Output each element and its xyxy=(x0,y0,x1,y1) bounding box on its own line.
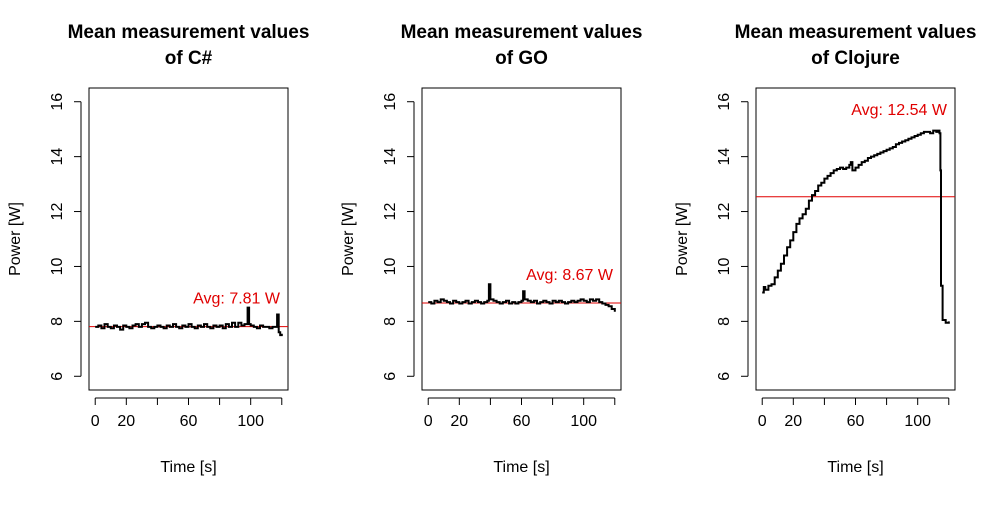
series-line-1 xyxy=(95,306,283,337)
chart-title-line: Mean measurement values xyxy=(735,22,977,43)
y-tick-label: 6 xyxy=(716,372,733,381)
y-tick-label: 14 xyxy=(49,148,66,166)
chart-panel-1: Mean measurement values of C# 0 20 60 100 6 8 10… xyxy=(7,22,309,476)
y-tick-label: 14 xyxy=(716,148,733,166)
y-axis-label: Power [W] xyxy=(674,202,691,276)
x-axis-label: Time [s] xyxy=(827,459,883,476)
y-tick-label: 16 xyxy=(382,93,399,111)
average-label: Avg: 8.67 W xyxy=(526,267,614,284)
x-axis-label: Time [s] xyxy=(160,459,216,476)
chart-panel-2: Mean measurement values of GO 0 20 60 100 6 8 10… xyxy=(340,22,642,476)
x-tick-label: 100 xyxy=(237,413,264,430)
y-axis-label: Power [W] xyxy=(7,202,24,276)
y-tick-label: 12 xyxy=(716,203,733,221)
y-tick-label: 10 xyxy=(49,257,66,275)
x-tick-label: 0 xyxy=(424,413,433,430)
y-axis-label: Power [W] xyxy=(340,202,357,276)
x-tick-label: 60 xyxy=(180,413,198,430)
average-label: Avg: 12.54 W xyxy=(851,102,948,119)
series-line-1 xyxy=(762,129,950,324)
chart-title-line: Mean measurement values xyxy=(401,22,643,43)
chart-title-line: Mean measurement values xyxy=(68,22,310,43)
y-tick-label: 12 xyxy=(49,203,66,221)
y-tick-label: 8 xyxy=(716,317,733,326)
x-axis-label: Time [s] xyxy=(493,459,549,476)
x-tick-label: 60 xyxy=(847,413,865,430)
series-line-1 xyxy=(428,283,616,312)
x-tick-label: 20 xyxy=(784,413,802,430)
y-tick-label: 8 xyxy=(382,317,399,326)
x-tick-label: 0 xyxy=(91,413,100,430)
plot-frame xyxy=(421,87,622,391)
y-tick-label: 16 xyxy=(49,93,66,111)
x-tick-label: 0 xyxy=(758,413,767,430)
plot-frame xyxy=(755,87,956,391)
y-tick-label: 8 xyxy=(49,317,66,326)
y-tick-label: 6 xyxy=(382,372,399,381)
y-tick-label: 16 xyxy=(716,93,733,111)
x-tick-label: 100 xyxy=(904,413,931,430)
x-tick-label: 100 xyxy=(570,413,597,430)
y-tick-label: 10 xyxy=(716,257,733,275)
chart-panel-3: Mean measurement values of Clojure 0 20 60 10… xyxy=(674,22,976,476)
x-tick-label: 20 xyxy=(450,413,468,430)
y-tick-label: 6 xyxy=(49,372,66,381)
chart-title-line: of Clojure xyxy=(811,48,900,69)
chart-title-line: of GO xyxy=(495,48,548,69)
x-tick-label: 60 xyxy=(513,413,531,430)
plot-frame xyxy=(88,87,289,391)
x-tick-label: 20 xyxy=(117,413,135,430)
y-tick-label: 10 xyxy=(382,257,399,275)
y-tick-label: 12 xyxy=(382,203,399,221)
chart-title-line: of C# xyxy=(165,48,213,69)
average-label: Avg: 7.81 W xyxy=(193,291,281,308)
y-tick-label: 14 xyxy=(382,148,399,166)
